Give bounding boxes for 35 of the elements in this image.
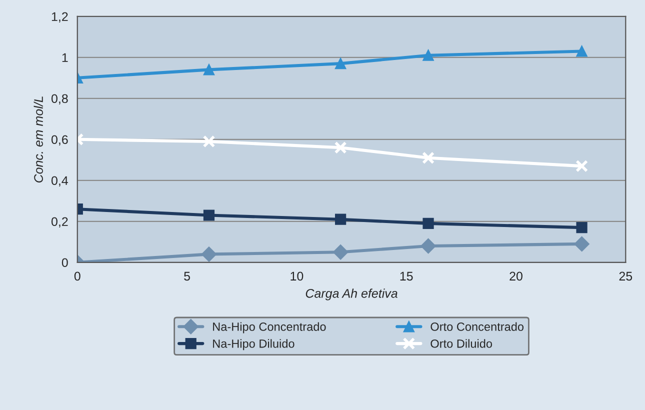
y-tick-label: 0,8 <box>51 94 68 105</box>
y-tick-label: 0,4 <box>51 176 68 187</box>
x-tick-label: 20 <box>510 272 522 281</box>
point <box>334 141 347 154</box>
point <box>576 46 588 57</box>
point <box>332 244 348 260</box>
point <box>335 214 346 225</box>
x-axis-title: Carga Ah efetiva <box>306 288 398 300</box>
point <box>203 210 215 221</box>
point <box>201 246 217 262</box>
point <box>420 238 436 254</box>
y-tick-label: 1,2 <box>52 12 68 23</box>
y-tick-label: 0 <box>62 258 68 268</box>
y-tick-label: 1 <box>62 53 68 62</box>
point <box>576 222 588 234</box>
point <box>576 160 588 172</box>
y-tick-label: 0,6 <box>51 135 68 146</box>
y-tick-label: 0,2 <box>51 217 68 228</box>
point <box>422 218 434 230</box>
point <box>422 50 434 61</box>
legend-label: Na-Hipo Diluido <box>213 339 294 350</box>
point <box>335 58 346 70</box>
x-tick-label: 0 <box>74 272 80 281</box>
legend-label: Orto Diluido <box>430 339 492 348</box>
point <box>203 64 215 76</box>
point <box>574 236 590 252</box>
x-tick-label: 10 <box>290 272 304 281</box>
legend-label: Na-Hipo Concentrado <box>213 322 326 334</box>
x-tick-label: 25 <box>619 272 632 281</box>
y-axis-title: Conc. em mol/L <box>34 96 43 182</box>
x-tick-label: 5 <box>184 272 190 281</box>
point <box>202 135 216 148</box>
legend-label: Orto Concentrado <box>430 322 524 331</box>
x-tick-label: 15 <box>400 272 413 281</box>
point <box>422 152 435 164</box>
